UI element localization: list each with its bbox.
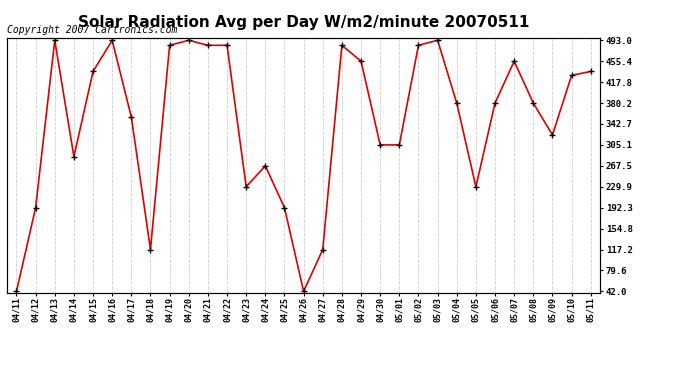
Text: Copyright 2007 Cartronics.com: Copyright 2007 Cartronics.com bbox=[7, 25, 177, 35]
Text: Solar Radiation Avg per Day W/m2/minute 20070511: Solar Radiation Avg per Day W/m2/minute … bbox=[78, 15, 529, 30]
